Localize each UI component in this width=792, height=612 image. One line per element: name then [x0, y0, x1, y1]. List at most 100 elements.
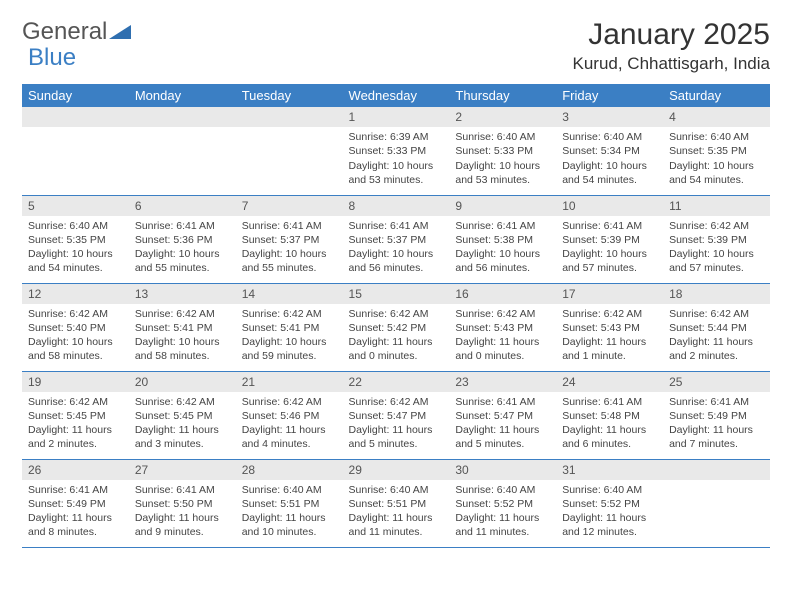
sunrise-line: Sunrise: 6:41 AM — [135, 219, 230, 233]
calendar-table: SundayMondayTuesdayWednesdayThursdayFrid… — [22, 84, 770, 548]
daylight-line: Daylight: 11 hours and 0 minutes. — [349, 335, 444, 363]
sunrise-line: Sunrise: 6:41 AM — [455, 219, 550, 233]
day-number: 30 — [449, 460, 556, 480]
sunrise-line: Sunrise: 6:42 AM — [455, 307, 550, 321]
day-header: Wednesday — [343, 84, 450, 107]
day-header: Tuesday — [236, 84, 343, 107]
sunrise-line: Sunrise: 6:41 AM — [135, 483, 230, 497]
day-data: Sunrise: 6:42 AMSunset: 5:40 PMDaylight:… — [22, 304, 129, 368]
daylight-line: Daylight: 11 hours and 3 minutes. — [135, 423, 230, 451]
day-number: 3 — [556, 107, 663, 127]
daylight-line: Daylight: 11 hours and 6 minutes. — [562, 423, 657, 451]
day-number: 23 — [449, 372, 556, 392]
day-data: Sunrise: 6:40 AMSunset: 5:33 PMDaylight:… — [449, 127, 556, 191]
month-title: January 2025 — [572, 18, 770, 52]
sunset-line: Sunset: 5:46 PM — [242, 409, 337, 423]
day-data: Sunrise: 6:41 AMSunset: 5:38 PMDaylight:… — [449, 216, 556, 280]
day-number: 12 — [22, 284, 129, 304]
daylight-line: Daylight: 11 hours and 7 minutes. — [669, 423, 764, 451]
daylight-line: Daylight: 11 hours and 12 minutes. — [562, 511, 657, 539]
sunset-line: Sunset: 5:35 PM — [669, 144, 764, 158]
day-data: Sunrise: 6:40 AMSunset: 5:52 PMDaylight:… — [449, 480, 556, 544]
daylight-line: Daylight: 10 hours and 55 minutes. — [242, 247, 337, 275]
daylight-line: Daylight: 11 hours and 5 minutes. — [349, 423, 444, 451]
daylight-line: Daylight: 10 hours and 56 minutes. — [455, 247, 550, 275]
calendar-cell: 12Sunrise: 6:42 AMSunset: 5:40 PMDayligh… — [22, 283, 129, 371]
day-number: 14 — [236, 284, 343, 304]
sunset-line: Sunset: 5:33 PM — [349, 144, 444, 158]
day-header: Thursday — [449, 84, 556, 107]
calendar-cell: 30Sunrise: 6:40 AMSunset: 5:52 PMDayligh… — [449, 459, 556, 547]
sunset-line: Sunset: 5:37 PM — [242, 233, 337, 247]
sunrise-line: Sunrise: 6:42 AM — [669, 307, 764, 321]
day-number: 9 — [449, 196, 556, 216]
calendar-cell: 2Sunrise: 6:40 AMSunset: 5:33 PMDaylight… — [449, 107, 556, 195]
sunset-line: Sunset: 5:45 PM — [28, 409, 123, 423]
daylight-line: Daylight: 11 hours and 5 minutes. — [455, 423, 550, 451]
sunrise-line: Sunrise: 6:41 AM — [562, 395, 657, 409]
title-block: January 2025 Kurud, Chhattisgarh, India — [572, 18, 770, 74]
calendar-cell — [663, 459, 770, 547]
sunset-line: Sunset: 5:33 PM — [455, 144, 550, 158]
day-number: 18 — [663, 284, 770, 304]
day-number: 17 — [556, 284, 663, 304]
calendar-cell: 21Sunrise: 6:42 AMSunset: 5:46 PMDayligh… — [236, 371, 343, 459]
sunset-line: Sunset: 5:48 PM — [562, 409, 657, 423]
sunrise-line: Sunrise: 6:41 AM — [349, 219, 444, 233]
daylight-line: Daylight: 11 hours and 10 minutes. — [242, 511, 337, 539]
sunrise-line: Sunrise: 6:42 AM — [242, 395, 337, 409]
sunrise-line: Sunrise: 6:40 AM — [562, 130, 657, 144]
sunrise-line: Sunrise: 6:42 AM — [349, 307, 444, 321]
calendar-cell: 16Sunrise: 6:42 AMSunset: 5:43 PMDayligh… — [449, 283, 556, 371]
logo-text-general: General — [22, 18, 107, 46]
daylight-line: Daylight: 11 hours and 1 minute. — [562, 335, 657, 363]
day-data: Sunrise: 6:41 AMSunset: 5:49 PMDaylight:… — [663, 392, 770, 456]
calendar-cell: 5Sunrise: 6:40 AMSunset: 5:35 PMDaylight… — [22, 195, 129, 283]
day-number: 29 — [343, 460, 450, 480]
day-number: 20 — [129, 372, 236, 392]
sunrise-line: Sunrise: 6:40 AM — [669, 130, 764, 144]
daylight-line: Daylight: 11 hours and 11 minutes. — [455, 511, 550, 539]
sunrise-line: Sunrise: 6:42 AM — [669, 219, 764, 233]
sunrise-line: Sunrise: 6:41 AM — [562, 219, 657, 233]
logo: General — [22, 18, 131, 46]
sunset-line: Sunset: 5:43 PM — [455, 321, 550, 335]
calendar-cell: 9Sunrise: 6:41 AMSunset: 5:38 PMDaylight… — [449, 195, 556, 283]
day-number: 22 — [343, 372, 450, 392]
day-data: Sunrise: 6:40 AMSunset: 5:51 PMDaylight:… — [236, 480, 343, 544]
day-number: 28 — [236, 460, 343, 480]
sunset-line: Sunset: 5:44 PM — [669, 321, 764, 335]
day-number: 27 — [129, 460, 236, 480]
day-data: Sunrise: 6:41 AMSunset: 5:36 PMDaylight:… — [129, 216, 236, 280]
calendar-cell: 10Sunrise: 6:41 AMSunset: 5:39 PMDayligh… — [556, 195, 663, 283]
location: Kurud, Chhattisgarh, India — [572, 54, 770, 74]
sunrise-line: Sunrise: 6:40 AM — [242, 483, 337, 497]
calendar-row: 19Sunrise: 6:42 AMSunset: 5:45 PMDayligh… — [22, 371, 770, 459]
daylight-line: Daylight: 10 hours and 59 minutes. — [242, 335, 337, 363]
sunset-line: Sunset: 5:41 PM — [135, 321, 230, 335]
day-number: 15 — [343, 284, 450, 304]
calendar-cell: 26Sunrise: 6:41 AMSunset: 5:49 PMDayligh… — [22, 459, 129, 547]
day-data: Sunrise: 6:40 AMSunset: 5:34 PMDaylight:… — [556, 127, 663, 191]
sunset-line: Sunset: 5:51 PM — [349, 497, 444, 511]
calendar-cell — [22, 107, 129, 195]
sunrise-line: Sunrise: 6:40 AM — [28, 219, 123, 233]
sunrise-line: Sunrise: 6:41 AM — [455, 395, 550, 409]
day-data: Sunrise: 6:42 AMSunset: 5:42 PMDaylight:… — [343, 304, 450, 368]
daylight-line: Daylight: 10 hours and 53 minutes. — [455, 159, 550, 187]
daylight-line: Daylight: 10 hours and 58 minutes. — [28, 335, 123, 363]
calendar-cell: 1Sunrise: 6:39 AMSunset: 5:33 PMDaylight… — [343, 107, 450, 195]
sunset-line: Sunset: 5:37 PM — [349, 233, 444, 247]
day-data: Sunrise: 6:42 AMSunset: 5:44 PMDaylight:… — [663, 304, 770, 368]
day-number-empty — [22, 107, 129, 127]
sunset-line: Sunset: 5:47 PM — [455, 409, 550, 423]
calendar-cell: 6Sunrise: 6:41 AMSunset: 5:36 PMDaylight… — [129, 195, 236, 283]
day-number: 11 — [663, 196, 770, 216]
day-number-empty — [236, 107, 343, 127]
calendar-cell: 13Sunrise: 6:42 AMSunset: 5:41 PMDayligh… — [129, 283, 236, 371]
sunset-line: Sunset: 5:39 PM — [562, 233, 657, 247]
day-number: 4 — [663, 107, 770, 127]
calendar-cell: 17Sunrise: 6:42 AMSunset: 5:43 PMDayligh… — [556, 283, 663, 371]
day-number: 25 — [663, 372, 770, 392]
calendar-cell: 27Sunrise: 6:41 AMSunset: 5:50 PMDayligh… — [129, 459, 236, 547]
